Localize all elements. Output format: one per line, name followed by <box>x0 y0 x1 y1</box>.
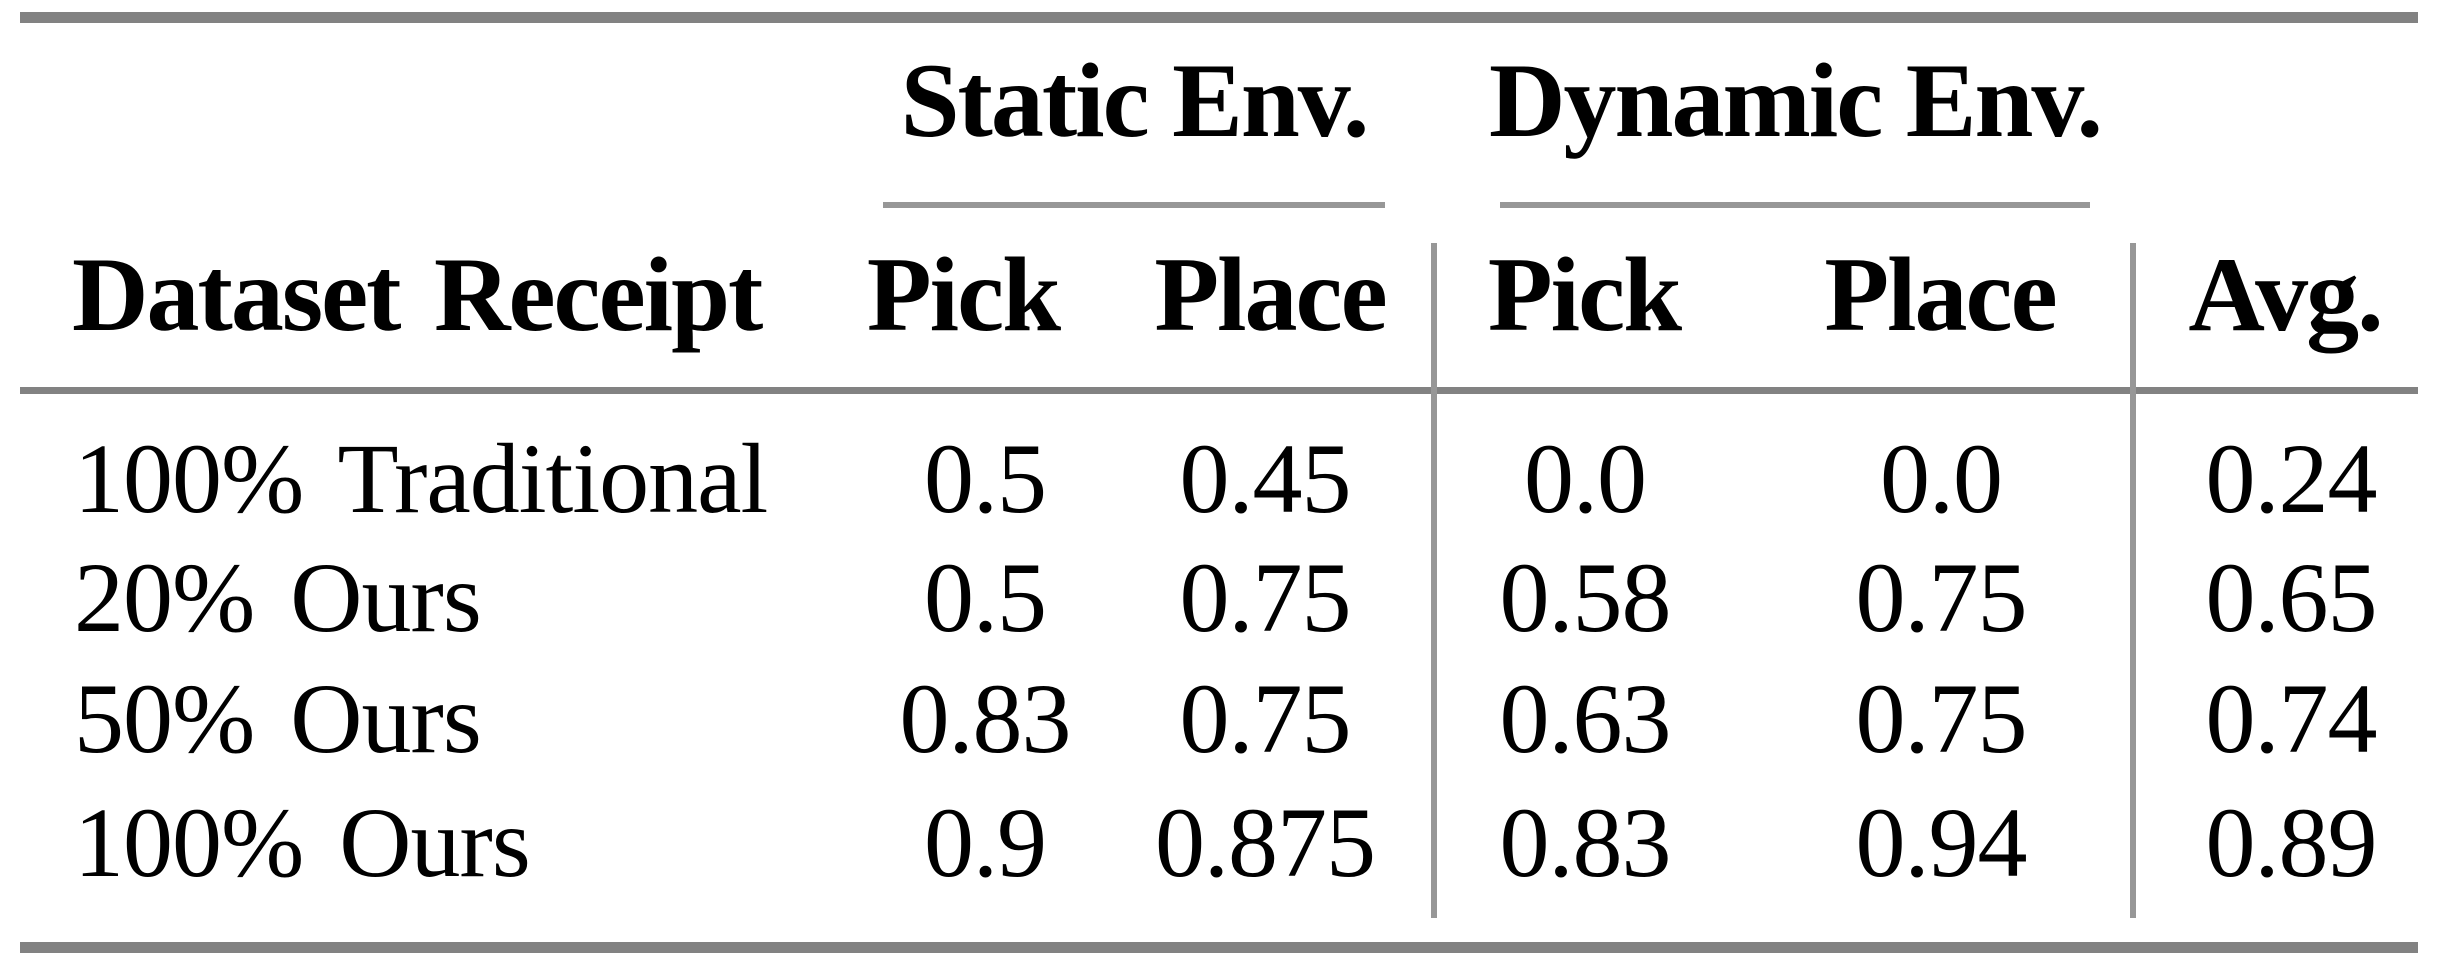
cell-static-pick: 0.5 <box>924 423 1047 534</box>
separator-static-dynamic <box>1431 243 1437 918</box>
static-group-underline <box>883 202 1385 208</box>
cell-dynamic-pick: 0.63 <box>1499 663 1672 774</box>
header-body-rule <box>20 387 2418 394</box>
top-rule <box>20 12 2418 23</box>
cell-dynamic-place: 0.94 <box>1855 787 2028 898</box>
column-header-avg: Avg. <box>2188 236 2383 353</box>
cell-static-place: 0.75 <box>1179 663 1352 774</box>
cell-dynamic-pick: 0.0 <box>1524 423 1647 534</box>
row-label: 100% Ours <box>74 787 531 898</box>
cell-static-pick: 0.5 <box>924 542 1047 653</box>
cell-static-place: 0.75 <box>1179 542 1352 653</box>
cell-avg: 0.24 <box>2205 423 2378 534</box>
column-header-static-pick: Pick <box>866 236 1061 353</box>
cell-dynamic-pick: 0.58 <box>1499 542 1672 653</box>
separator-dynamic-avg <box>2130 243 2136 918</box>
row-label: 50% Ours <box>74 663 482 774</box>
cell-avg: 0.74 <box>2205 663 2378 774</box>
column-group-static-env: Static Env. <box>900 42 1370 159</box>
cell-static-pick: 0.9 <box>924 787 1047 898</box>
row-label: 100% Traditional <box>74 423 768 534</box>
column-header-static-place: Place <box>1154 236 1387 353</box>
column-group-dynamic-env: Dynamic Env. <box>1488 42 2103 159</box>
dynamic-group-underline <box>1500 202 2090 208</box>
cell-static-place: 0.875 <box>1155 787 1376 898</box>
column-header-dataset-receipt: Dataset Receipt <box>72 236 763 353</box>
cell-dynamic-place: 0.75 <box>1855 542 2028 653</box>
cell-dynamic-pick: 0.83 <box>1499 787 1672 898</box>
bottom-rule <box>20 942 2418 953</box>
row-label: 20% Ours <box>74 542 482 653</box>
column-header-dynamic-place: Place <box>1824 236 2057 353</box>
cell-dynamic-place: 0.0 <box>1880 423 2003 534</box>
column-header-dynamic-pick: Pick <box>1487 236 1682 353</box>
cell-avg: 0.65 <box>2205 542 2378 653</box>
cell-dynamic-place: 0.75 <box>1855 663 2028 774</box>
cell-static-pick: 0.83 <box>899 663 1072 774</box>
cell-avg: 0.89 <box>2205 787 2378 898</box>
cell-static-place: 0.45 <box>1179 423 1352 534</box>
